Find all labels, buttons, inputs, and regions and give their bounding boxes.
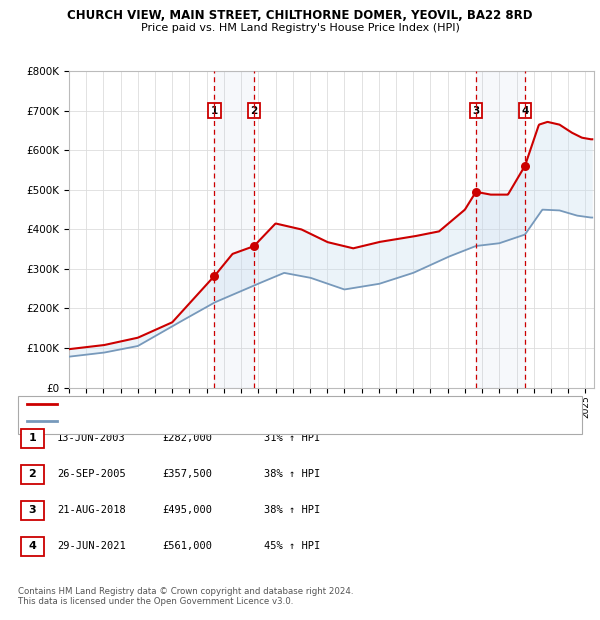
Text: £495,000: £495,000 bbox=[162, 505, 212, 515]
Text: £561,000: £561,000 bbox=[162, 541, 212, 551]
Text: 26-SEP-2005: 26-SEP-2005 bbox=[57, 469, 126, 479]
Text: 2: 2 bbox=[250, 106, 257, 116]
Text: 3: 3 bbox=[29, 505, 36, 515]
Text: Price paid vs. HM Land Registry's House Price Index (HPI): Price paid vs. HM Land Registry's House … bbox=[140, 23, 460, 33]
Text: £357,500: £357,500 bbox=[162, 469, 212, 479]
Text: 21-AUG-2018: 21-AUG-2018 bbox=[57, 505, 126, 515]
Text: 3: 3 bbox=[472, 106, 479, 116]
Text: 38% ↑ HPI: 38% ↑ HPI bbox=[264, 469, 320, 479]
Text: 29-JUN-2021: 29-JUN-2021 bbox=[57, 541, 126, 551]
Text: CHURCH VIEW, MAIN STREET, CHILTHORNE DOMER, YEOVIL, BA22 8RD (detached house: CHURCH VIEW, MAIN STREET, CHILTHORNE DOM… bbox=[60, 399, 493, 409]
Text: 38% ↑ HPI: 38% ↑ HPI bbox=[264, 505, 320, 515]
Text: 4: 4 bbox=[521, 106, 529, 116]
Text: 4: 4 bbox=[28, 541, 37, 551]
Text: 45% ↑ HPI: 45% ↑ HPI bbox=[264, 541, 320, 551]
Text: CHURCH VIEW, MAIN STREET, CHILTHORNE DOMER, YEOVIL, BA22 8RD: CHURCH VIEW, MAIN STREET, CHILTHORNE DOM… bbox=[67, 9, 533, 22]
Text: Contains HM Land Registry data © Crown copyright and database right 2024.
This d: Contains HM Land Registry data © Crown c… bbox=[18, 587, 353, 606]
Text: £282,000: £282,000 bbox=[162, 433, 212, 443]
Text: 1: 1 bbox=[29, 433, 36, 443]
Bar bbox=[214, 71, 254, 388]
Text: 2: 2 bbox=[29, 469, 36, 479]
Text: 13-JUN-2003: 13-JUN-2003 bbox=[57, 433, 126, 443]
Text: 1: 1 bbox=[211, 106, 218, 116]
Text: 31% ↑ HPI: 31% ↑ HPI bbox=[264, 433, 320, 443]
Bar bbox=[476, 71, 525, 388]
Text: HPI: Average price, detached house, Somerset: HPI: Average price, detached house, Some… bbox=[60, 416, 287, 426]
